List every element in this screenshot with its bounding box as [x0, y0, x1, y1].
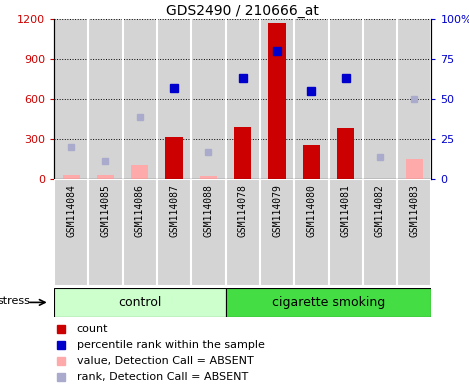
FancyBboxPatch shape [88, 179, 122, 286]
Bar [226, 19, 260, 179]
Bar [234, 127, 251, 179]
Bar [337, 128, 354, 179]
Bar [294, 19, 328, 179]
Bar [303, 145, 320, 179]
FancyBboxPatch shape [260, 179, 294, 286]
Text: GSM114083: GSM114083 [409, 184, 419, 237]
Text: GSM114080: GSM114080 [306, 184, 317, 237]
Bar [88, 19, 122, 179]
Bar [166, 137, 182, 179]
Bar [97, 175, 114, 179]
Bar [328, 19, 363, 179]
Bar [200, 176, 217, 179]
Text: stress: stress [0, 296, 30, 306]
Title: GDS2490 / 210666_at: GDS2490 / 210666_at [166, 4, 319, 18]
Text: control: control [118, 296, 161, 309]
Bar [131, 165, 148, 179]
FancyBboxPatch shape [191, 179, 226, 286]
FancyBboxPatch shape [54, 179, 88, 286]
Text: GSM114087: GSM114087 [169, 184, 179, 237]
FancyBboxPatch shape [328, 179, 363, 286]
Text: rank, Detection Call = ABSENT: rank, Detection Call = ABSENT [76, 372, 248, 382]
Text: GSM114079: GSM114079 [272, 184, 282, 237]
Text: GSM114078: GSM114078 [238, 184, 248, 237]
Bar [268, 23, 286, 179]
Text: value, Detection Call = ABSENT: value, Detection Call = ABSENT [76, 356, 253, 366]
FancyBboxPatch shape [54, 288, 226, 317]
FancyBboxPatch shape [122, 179, 157, 286]
Text: cigarette smoking: cigarette smoking [272, 296, 385, 309]
FancyBboxPatch shape [294, 179, 328, 286]
FancyBboxPatch shape [226, 179, 260, 286]
FancyBboxPatch shape [157, 179, 191, 286]
Bar [397, 19, 431, 179]
Text: percentile rank within the sample: percentile rank within the sample [76, 340, 265, 350]
Bar [260, 19, 294, 179]
FancyBboxPatch shape [226, 288, 431, 317]
Text: GSM114085: GSM114085 [100, 184, 110, 237]
Bar [191, 19, 226, 179]
Text: GSM114082: GSM114082 [375, 184, 385, 237]
Bar [406, 159, 423, 179]
Bar [122, 19, 157, 179]
Bar [54, 19, 88, 179]
Bar [157, 19, 191, 179]
Text: GSM114086: GSM114086 [135, 184, 145, 237]
Text: count: count [76, 324, 108, 334]
Bar [62, 175, 80, 179]
Text: GSM114084: GSM114084 [66, 184, 76, 237]
Bar [363, 19, 397, 179]
Text: GSM114088: GSM114088 [204, 184, 213, 237]
FancyBboxPatch shape [397, 179, 431, 286]
FancyBboxPatch shape [363, 179, 397, 286]
Text: GSM114081: GSM114081 [340, 184, 351, 237]
